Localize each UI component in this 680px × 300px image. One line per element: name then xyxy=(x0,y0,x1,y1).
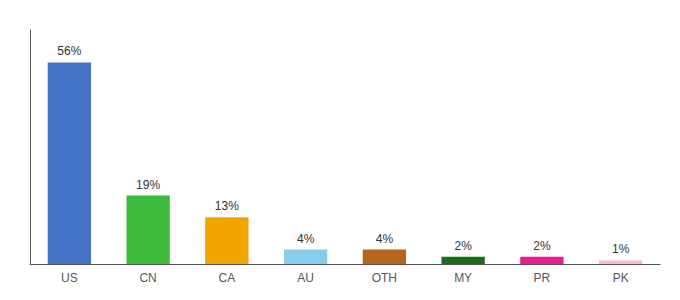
svg-text:OTH: OTH xyxy=(372,271,397,285)
svg-text:4%: 4% xyxy=(376,232,394,246)
svg-text:4%: 4% xyxy=(297,232,315,246)
svg-text:2%: 2% xyxy=(533,239,551,253)
svg-text:MY: MY xyxy=(454,271,472,285)
svg-text:56%: 56% xyxy=(57,44,81,58)
svg-text:1%: 1% xyxy=(612,242,630,256)
svg-text:19%: 19% xyxy=(136,178,160,192)
svg-text:AU: AU xyxy=(297,271,314,285)
svg-text:US: US xyxy=(61,271,78,285)
svg-text:CN: CN xyxy=(139,271,156,285)
svg-text:PR: PR xyxy=(534,271,551,285)
svg-text:CA: CA xyxy=(219,271,236,285)
svg-text:PK: PK xyxy=(613,271,629,285)
svg-text:13%: 13% xyxy=(215,199,239,213)
svg-text:2%: 2% xyxy=(454,239,472,253)
